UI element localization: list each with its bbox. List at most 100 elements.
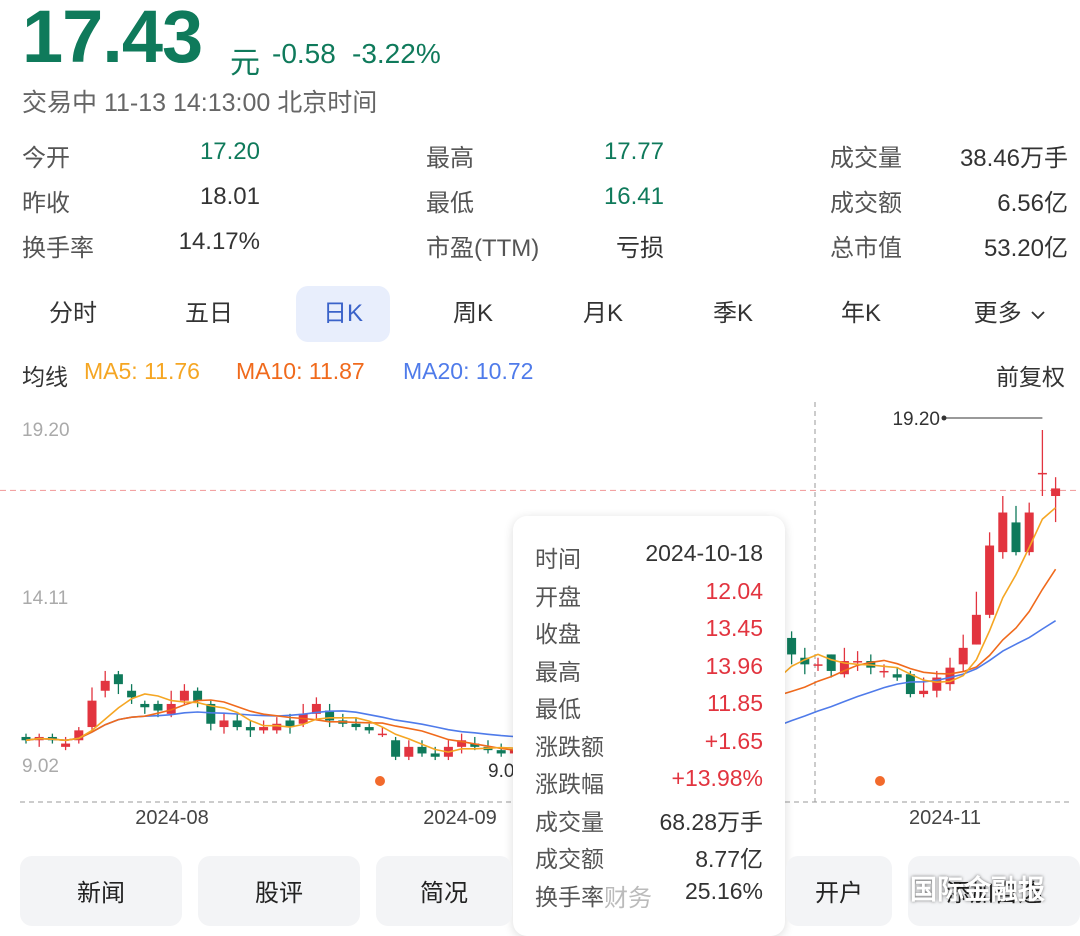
tab-daily-k[interactable]: 日K [296, 286, 390, 342]
quote-label: 今开 [22, 145, 70, 172]
tab-more[interactable]: 更多 [960, 286, 1060, 342]
candle-body [87, 700, 97, 728]
candle-body [193, 690, 203, 701]
tooltip-row: 成交量 68.28万手 [513, 803, 785, 841]
tooltip-key: 成交额 [535, 846, 604, 872]
candle-body [140, 703, 150, 708]
candle-body [853, 661, 863, 663]
price-adjust-toggle[interactable]: 前复权 [996, 364, 1065, 390]
quote-label: 成交量 [830, 145, 902, 172]
tab-yearly-k[interactable]: 年K [840, 300, 881, 327]
profile-button[interactable]: 简况 [376, 856, 512, 926]
tooltip-row: 收盘 13.45 [513, 615, 785, 653]
quote-value: 53.20亿 [983, 235, 1068, 262]
ma20-value: MA20: 10.72 [403, 358, 534, 384]
tab-monthly-k[interactable]: 月K [582, 300, 623, 327]
tooltip-row: 换手率 25.16% [513, 878, 785, 916]
candle-body [919, 690, 929, 695]
candle-body [364, 727, 374, 731]
candle-body [1024, 512, 1034, 553]
quote-value: 16.41 [603, 183, 664, 210]
tooltip-row: 最低 11.85 [513, 690, 785, 728]
ma-label: 均线 [22, 364, 68, 390]
candle-body [219, 720, 229, 728]
quote-label: 成交额 [830, 190, 902, 217]
candle-body [971, 614, 981, 645]
price-change-percent: -3.22% [352, 38, 441, 69]
high-annotation-label: 19.20 [892, 409, 940, 430]
tooltip-row: 最高 13.96 [513, 653, 785, 691]
candle-body [958, 647, 968, 665]
candle-body [879, 670, 889, 673]
open-account-button[interactable]: 开户 [786, 856, 892, 926]
candle-body [1037, 472, 1047, 475]
candle-body [430, 753, 440, 757]
tooltip-value: +1.65 [704, 728, 763, 754]
candle-body [800, 657, 810, 665]
candle-body [470, 743, 480, 747]
candle-body [404, 746, 414, 757]
tab-quarterly-k[interactable]: 季K [712, 300, 753, 327]
period-tabs: 分时 五日 日K 周K 月K 季K 年K 更多 [0, 286, 1080, 342]
y-tick-label: 19.20 [22, 420, 70, 441]
tab-weekly-k[interactable]: 周K [452, 300, 493, 327]
candle-tooltip: 时间 2024-10-18 开盘 12.04 收盘 13.45 最高 13.96 最低 1… [513, 516, 785, 936]
tooltip-value: 25.16% [684, 878, 763, 904]
current-price: 17.43 [22, 0, 203, 78]
quote-label: 换手率 [22, 235, 94, 262]
candle-body [127, 690, 137, 698]
tooltip-value: 8.77亿 [695, 846, 763, 872]
ma10-value: MA10: 11.87 [236, 358, 365, 384]
finance-button-label: 财务 [604, 885, 652, 912]
candle-body [74, 730, 84, 741]
comments-button[interactable]: 股评 [198, 856, 360, 926]
tooltip-value: 12.04 [705, 578, 763, 604]
add-watchlist-button[interactable]: 添加自选 [908, 856, 1080, 926]
tooltip-value: 68.28万手 [659, 809, 763, 835]
tooltip-row: 涨跌额 +1.65 [513, 728, 785, 766]
candle-body [21, 736, 31, 741]
candle-body [932, 677, 942, 691]
quote-value: 17.77 [603, 138, 664, 165]
tooltip-value: 13.45 [705, 615, 763, 641]
y-tick-label: 14.11 [22, 588, 68, 609]
candle-body [787, 637, 797, 655]
quote-label: 最低 [426, 190, 474, 217]
tooltip-value: 11.85 [707, 690, 763, 716]
candle-body [285, 720, 295, 728]
tab-five-day[interactable]: 五日 [185, 300, 233, 327]
tooltip-key: 开盘 [535, 584, 581, 610]
candle-body [377, 733, 387, 736]
candle-body [311, 703, 321, 714]
candle-body [945, 667, 955, 685]
news-button[interactable]: 新闻 [20, 856, 182, 926]
candle-body [1011, 522, 1021, 553]
candle-body [179, 690, 189, 701]
quote-value: 亏损 [616, 235, 664, 262]
candle-body [998, 512, 1008, 553]
tooltip-key: 最低 [535, 696, 581, 722]
y-tick-label: 9.02 [22, 756, 59, 777]
candle-body [839, 661, 849, 675]
candle-body [457, 740, 467, 747]
tooltip-value: +13.98% [671, 765, 763, 791]
candle-body [391, 740, 401, 757]
watermark: 国际金融报 [910, 875, 1045, 905]
candle-body [206, 703, 216, 724]
tooltip-key: 换手率 [535, 884, 604, 910]
quote-value: 18.01 [199, 183, 260, 210]
candle-body [813, 664, 823, 666]
tooltip-key: 时间 [535, 546, 581, 572]
kline-chart[interactable]: 19.20 14.11 9.02 2024-08 2024-09 2024-11 19.20… [0, 398, 1080, 838]
chevron-down-icon [1031, 311, 1045, 319]
tooltip-key: 成交量 [535, 809, 604, 835]
tab-intraday[interactable]: 分时 [49, 300, 97, 327]
quote-label: 总市值 [830, 235, 902, 262]
tooltip-row: 时间 2024-10-18 [513, 540, 785, 578]
candle-body [905, 674, 915, 695]
candle-body [417, 746, 427, 754]
tooltip-key: 涨跌幅 [535, 771, 604, 797]
x-tick-label: 2024-11 [909, 807, 981, 829]
candle-body [826, 654, 836, 671]
price-change: -0.58 [272, 38, 336, 69]
